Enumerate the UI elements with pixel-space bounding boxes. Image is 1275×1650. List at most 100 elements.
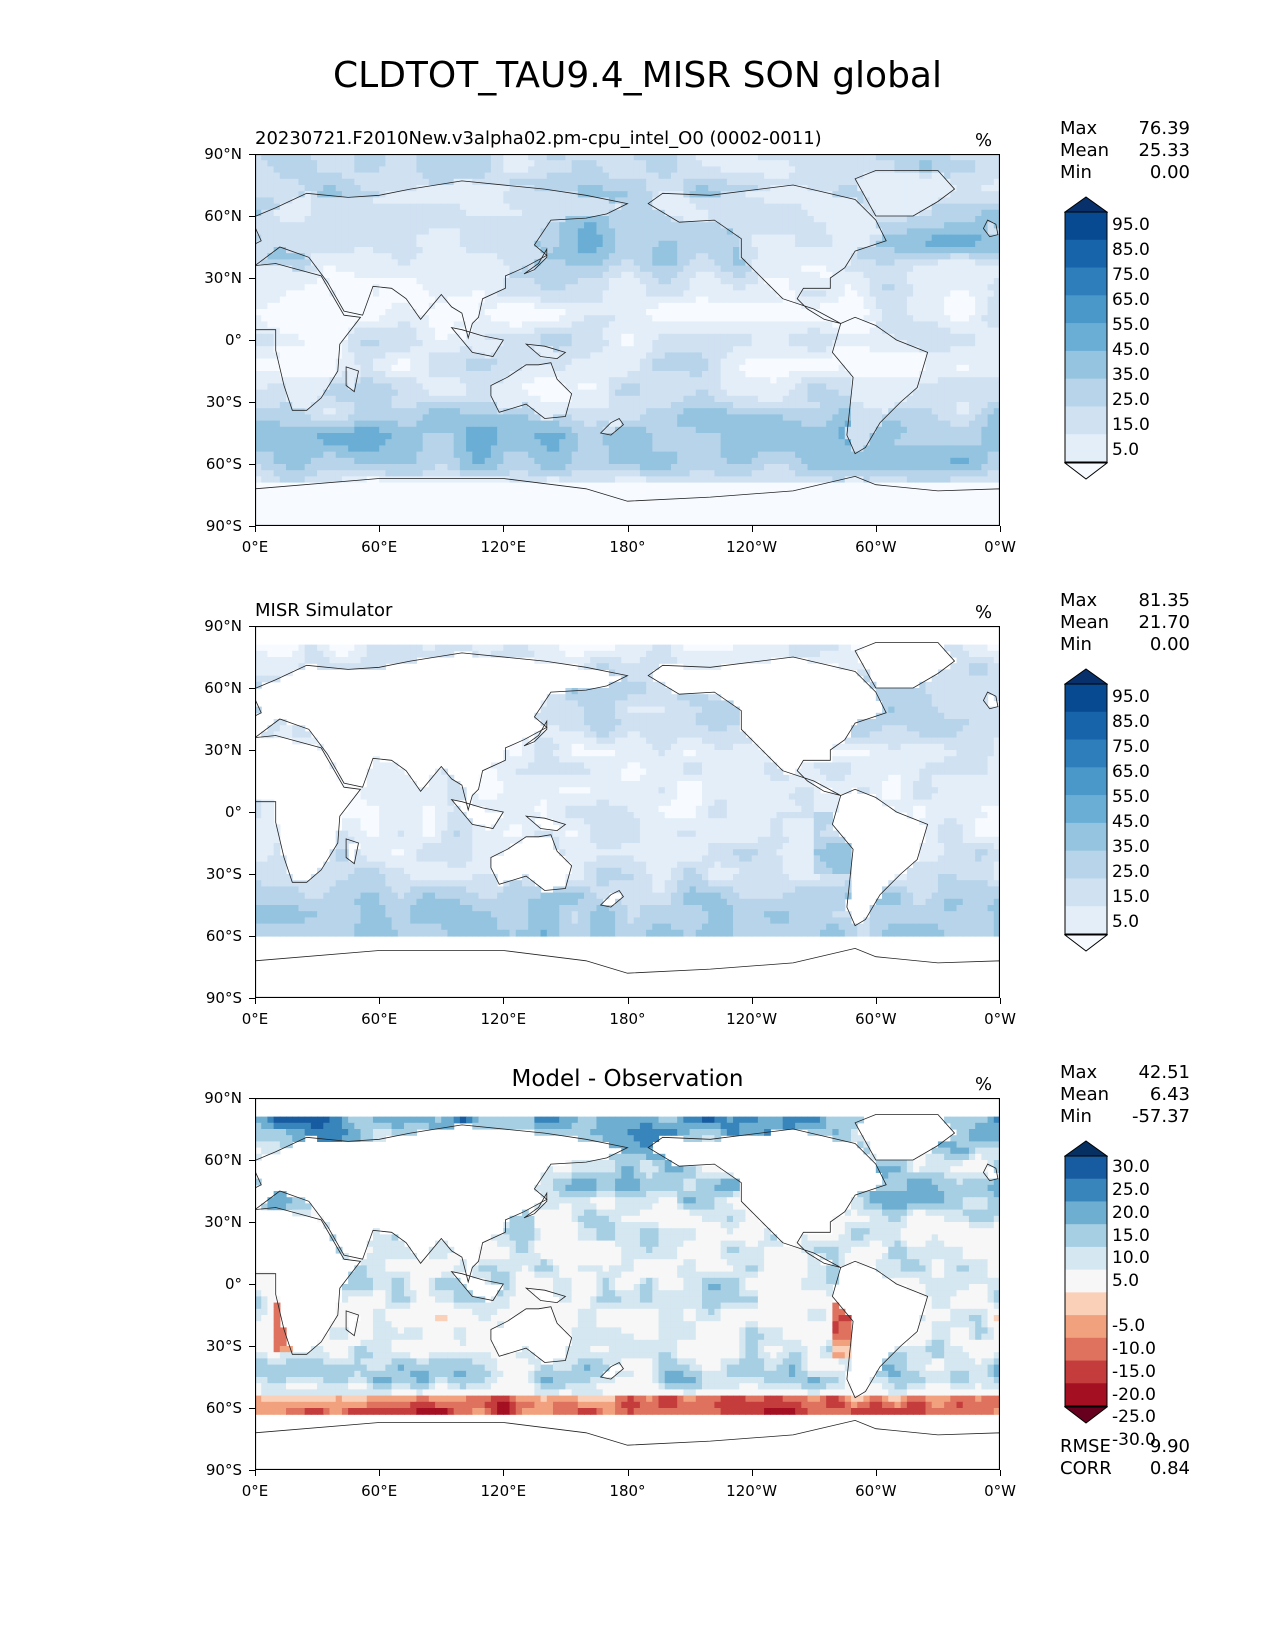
heatmap-cell xyxy=(646,371,653,378)
heatmap-cell xyxy=(428,191,436,198)
heatmap-cell xyxy=(329,389,337,397)
heatmap-cell xyxy=(937,377,945,384)
heatmap-cell xyxy=(298,284,306,291)
heatmap-cell xyxy=(540,259,548,267)
heatmap-cell xyxy=(459,265,467,273)
heatmap-cell xyxy=(292,315,300,322)
heatmap-cell xyxy=(925,247,933,254)
heatmap-cell xyxy=(739,346,747,353)
heatmap-cell xyxy=(968,185,976,192)
heatmap-cell xyxy=(602,315,610,322)
heatmap-cell xyxy=(540,321,548,329)
heatmap-cell xyxy=(273,154,281,161)
heatmap-cell xyxy=(826,321,833,329)
heatmap-cell xyxy=(714,185,722,192)
heatmap-cell xyxy=(851,321,858,329)
heatmap-cell xyxy=(795,321,802,329)
heatmap-cell xyxy=(366,383,374,391)
heatmap-cell xyxy=(770,358,778,366)
heatmap-cell xyxy=(981,346,989,353)
heatmap-cell xyxy=(708,203,716,211)
heatmap-cell xyxy=(317,395,324,403)
heatmap-cell xyxy=(968,203,976,211)
heatmap-cell xyxy=(503,166,511,174)
heatmap-cell xyxy=(372,340,380,347)
heatmap-cell xyxy=(540,191,548,198)
heatmap-cell xyxy=(335,377,343,384)
heatmap-cell xyxy=(906,259,914,267)
heatmap-cell xyxy=(515,216,523,223)
heatmap-cell xyxy=(807,191,815,198)
heatmap-cell xyxy=(956,166,964,174)
heatmap-cell xyxy=(410,197,418,205)
heatmap-cell xyxy=(366,333,374,341)
heatmap-cell xyxy=(894,160,902,167)
heatmap-cell xyxy=(975,278,982,285)
heatmap-cell xyxy=(559,327,567,335)
heatmap-cell xyxy=(639,197,647,205)
heatmap-cell xyxy=(490,228,498,236)
heatmap-cell xyxy=(286,172,293,180)
heatmap-cell xyxy=(565,284,573,291)
heatmap-cell xyxy=(981,327,989,335)
heatmap-cell xyxy=(590,185,598,192)
heatmap-cell xyxy=(621,371,629,378)
heatmap-cell xyxy=(509,191,517,198)
heatmap-cell xyxy=(931,346,939,353)
heatmap-cell xyxy=(267,402,275,409)
heatmap-cell xyxy=(391,209,399,217)
heatmap-cell xyxy=(453,377,461,384)
heatmap-cell xyxy=(366,160,374,167)
heatmap-cell xyxy=(422,166,430,174)
heatmap-cell xyxy=(472,296,480,304)
heatmap-cell xyxy=(571,203,579,211)
heatmap-cell xyxy=(683,402,691,409)
heatmap-cell xyxy=(534,302,542,310)
heatmap-cell xyxy=(441,203,449,211)
heatmap-cell xyxy=(292,247,300,254)
heatmap-cell xyxy=(310,327,318,335)
heatmap-cell xyxy=(751,333,759,341)
heatmap-cell xyxy=(658,209,666,217)
heatmap-cell xyxy=(602,395,610,403)
heatmap-cell xyxy=(863,284,871,291)
heatmap-cell xyxy=(509,346,517,353)
heatmap-cell xyxy=(652,240,660,248)
heatmap-cell xyxy=(503,383,511,391)
heatmap-cell xyxy=(503,228,511,236)
heatmap-cell xyxy=(652,302,660,310)
heatmap-cell xyxy=(745,402,753,409)
heatmap-cell xyxy=(435,197,442,205)
heatmap-cell xyxy=(857,265,865,273)
heatmap-cell xyxy=(633,271,641,279)
heatmap-cell xyxy=(584,247,591,254)
heatmap-cell xyxy=(453,309,461,316)
heatmap-cell xyxy=(726,402,734,409)
heatmap-cell xyxy=(770,240,778,248)
heatmap-cell xyxy=(925,178,933,186)
heatmap-cell xyxy=(956,284,964,291)
heatmap-cell xyxy=(819,259,827,267)
heatmap-cell xyxy=(801,253,809,260)
heatmap-cell xyxy=(652,216,660,223)
heatmap-cell xyxy=(844,302,852,310)
heatmap-cell xyxy=(490,216,498,223)
heatmap-cell xyxy=(310,395,318,403)
heatmap-cell xyxy=(851,333,858,341)
heatmap-cell xyxy=(323,377,331,384)
heatmap-cell xyxy=(261,327,269,335)
heatmap-cell xyxy=(267,228,275,236)
heatmap-cell xyxy=(633,222,641,229)
heatmap-cell xyxy=(441,172,449,180)
heatmap-cell xyxy=(658,321,666,329)
heatmap-cell xyxy=(503,340,511,347)
heatmap-cell xyxy=(360,340,368,347)
heatmap-cell xyxy=(664,278,672,285)
heatmap-cell xyxy=(366,371,374,378)
heatmap-cell xyxy=(993,389,1000,397)
heatmap-cell xyxy=(273,234,281,242)
heatmap-cell xyxy=(397,302,405,310)
heatmap-cell xyxy=(553,402,560,409)
heatmap-cell xyxy=(670,377,678,384)
heatmap-cell xyxy=(652,253,660,260)
